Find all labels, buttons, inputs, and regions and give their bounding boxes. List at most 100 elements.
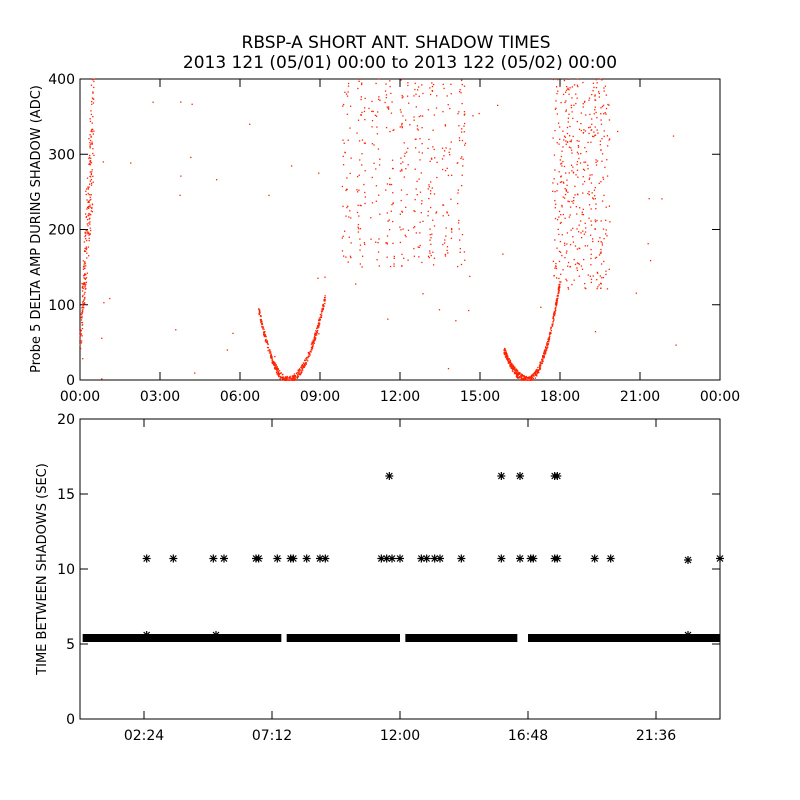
top-data-point [304,359,306,362]
top-data-point [600,149,602,151]
top-data-point [81,322,84,324]
top-data-point [293,375,296,377]
top-data-point [361,83,363,86]
top-data-point [364,196,366,198]
top-data-point [564,136,567,138]
top-data-point [554,190,556,193]
top-data-point [608,138,611,140]
top-data-point [595,161,597,163]
top-data-point [505,349,507,352]
top-data-point [421,84,423,86]
top-data-point [91,141,93,143]
top-data-point [562,146,564,148]
top-x-tick-label: 00:00 [60,389,100,405]
top-data-point [554,129,556,132]
top-data-point [556,300,559,302]
top-data-point [560,273,562,275]
top-data-point [458,111,460,113]
asterisk-stroke [388,555,396,562]
top-data-point [413,116,415,118]
top-data-point [588,194,590,196]
top-data-point [420,115,422,117]
top-data-point [585,287,587,290]
top-data-point [532,377,534,380]
top-data-point [590,248,592,251]
top-data-point [447,174,450,177]
top-data-point [82,275,85,277]
top-data-point [282,378,285,380]
top-data-point [363,142,366,144]
top-data-point [267,343,269,346]
top-data-point [601,160,603,162]
top-data-point [553,154,556,156]
top-data-point [576,169,579,171]
top-data-point [543,350,545,353]
top-data-point [595,159,597,161]
top-data-point [524,377,527,380]
top-data-point [535,370,538,373]
top-data-point [602,176,604,179]
top-data-point [392,220,394,223]
top-data-point [559,222,562,224]
top-data-point [393,263,395,265]
top-data-point [559,85,561,88]
top-data-point [270,351,272,353]
top-data-point [279,372,281,374]
top-data-point [575,102,577,105]
top-data-point [433,148,435,151]
top-data-point [341,250,344,252]
top-x-tick-label: 12:00 [380,389,420,405]
top-data-point [538,365,541,367]
top-data-point [430,181,432,183]
top-data-point [268,349,270,351]
top-data-point [91,171,93,173]
top-data-point [512,370,514,373]
top-data-point [576,97,578,99]
top-data-point [83,265,85,267]
top-data-point [542,360,544,362]
top-data-point [444,125,447,127]
top-data-point [570,106,573,109]
top-data-point [555,262,557,265]
top-data-point [513,372,516,375]
top-data-point [356,132,358,134]
asterisk-stroke [431,555,439,562]
top-data-point [558,210,561,213]
top-data-point [415,93,417,95]
top-data-point [556,302,558,304]
top-data-point [568,113,570,115]
top-data-point [522,374,524,377]
top-data-point [575,174,577,176]
top-data-point [79,334,81,337]
top-data-point [527,379,529,381]
top-data-point [446,211,448,213]
top-data-point [443,242,446,244]
top-data-point [529,379,532,381]
top-data-point [557,287,560,289]
top-data-point [282,376,284,378]
top-data-point [568,135,571,137]
top-data-point [459,247,462,250]
top-data-point [303,362,305,364]
top-data-point [566,243,568,245]
top-data-point [565,189,567,191]
top-data-point [429,234,431,236]
top-data-point [88,183,91,185]
top-data-point [92,91,94,93]
top-data-point [602,178,605,180]
top-data-point [553,314,556,316]
top-data-point [299,373,302,375]
top-data-point [347,91,349,93]
top-data-point [514,366,516,369]
top-data-point [538,371,540,374]
top-data-point [428,184,430,186]
top-data-point [444,169,447,172]
top-data-point [272,360,274,363]
top-data-point [459,89,461,91]
top-data-point [605,229,607,231]
top-data-point [598,182,600,185]
top-data-point [421,200,423,202]
top-data-point [503,353,506,355]
top-data-point [458,139,461,142]
bottom-x-tick-label: 12:00 [380,728,420,744]
